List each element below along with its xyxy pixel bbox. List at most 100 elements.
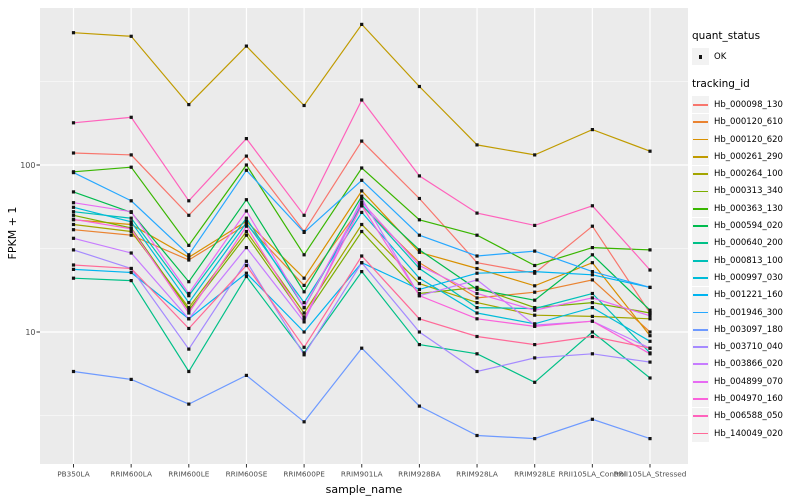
data-point-Hb_000640_200-RRIM928LE [533, 380, 537, 384]
data-point-Hb_000363_130-RRIM901LA [360, 166, 364, 170]
data-point-Hb_001946_300-RRIM600SE [244, 168, 248, 172]
data-point-Hb_000640_200-RRIM600LA [129, 279, 133, 283]
data-point-Hb_000098_130-RRIM928BA [417, 196, 421, 201]
legend-item-Hb_004899_070: Hb_004899_070 [692, 373, 798, 391]
y-axis-title: FPKM + 1 [6, 206, 19, 260]
legend-item-label: Hb_003866_020 [714, 359, 783, 370]
data-point-Hb_001946_300-PB350LA [71, 171, 76, 175]
data-point-Hb_000363_130-RRIM600PE [302, 253, 306, 257]
data-point-Hb_003097_180-RRIM600LE [187, 402, 191, 406]
data-point-Hb_140049_020-RRII105LA_Control [590, 334, 594, 339]
data-point-Hb_000261_290-PB350LA [71, 31, 76, 35]
legend-key-box [692, 96, 709, 114]
legend-key-box [692, 407, 709, 425]
data-point-Hb_000997_030-PB350LA [71, 205, 76, 209]
legend-item-label: Hb_000813_100 [714, 255, 783, 266]
data-point-Hb_006588_050-RRIM600PE [302, 213, 306, 217]
data-point-Hb_000264_100-RRII105LA_Control [590, 314, 594, 318]
data-point-Hb_001221_160-RRIM928LE [533, 270, 537, 274]
data-point-Hb_001946_300-RRIM600LA [129, 199, 133, 203]
data-point-Hb_004899_070-RRIM600PE [302, 306, 306, 310]
data-point-Hb_004899_070-RRII105LA_Stressed [648, 314, 652, 318]
data-point-Hb_000313_340-RRII105LA_Stressed [648, 311, 652, 315]
legend-item-label: Hb_006588_050 [714, 411, 783, 422]
data-point-Hb_000098_130-RRIM901LA [360, 139, 364, 143]
legend-item-Hb_006588_050: Hb_006588_050 [692, 407, 798, 425]
legend-item-Hb_000594_020: Hb_000594_020 [692, 217, 798, 235]
x-tick-label: PB350LA [57, 470, 90, 479]
data-point-Hb_003710_040-RRIM600SE [244, 259, 248, 263]
data-point-Hb_000363_130-RRIM928LA [475, 233, 479, 237]
data-point-Hb_004970_160-RRII105LA_Stressed [648, 352, 652, 356]
legend-line-swatch [693, 225, 708, 227]
data-point-Hb_006588_050-RRIM928BA [417, 174, 421, 178]
data-point-Hb_003710_040-RRIM600LE [187, 347, 191, 351]
data-point-Hb_000640_200-RRIM600LE [187, 369, 191, 374]
legend-line-swatch [693, 155, 708, 158]
legend-item-Hb_000098_130: Hb_000098_130 [692, 96, 798, 114]
data-point-Hb_000120_620-RRII105LA_Stressed [648, 334, 652, 338]
data-point-Hb_000120_610-RRIM600PE [302, 283, 306, 287]
legend-line-swatch [693, 259, 708, 262]
data-point-Hb_000261_290-RRIM901LA [360, 22, 364, 26]
legend: quant_status OK tracking_id Hb_000098_13… [692, 30, 798, 443]
data-point-Hb_003710_040-RRII105LA_Stressed [648, 360, 652, 364]
data-point-Hb_000363_130-RRIM600LA [129, 165, 133, 169]
legend-key-box [692, 252, 709, 270]
x-tick-label: RRIM600LE [168, 470, 210, 479]
data-point-Hb_000640_200-RRII105LA_Control [590, 330, 594, 334]
data-point-Hb_000997_030-RRIM901LA [360, 210, 364, 214]
data-point-Hb_001946_300-RRIM928LE [533, 249, 537, 253]
legend-line-swatch [693, 242, 708, 245]
legend-item-ok: OK [692, 48, 798, 66]
data-point-Hb_000997_030-RRIM928LA [475, 311, 479, 315]
data-point-Hb_000313_340-RRII105LA_Control [590, 301, 594, 305]
data-point-Hb_000313_340-RRIM928BA [417, 291, 421, 296]
legend-line-swatch [693, 207, 708, 210]
legend-item-label: Hb_003097_180 [714, 324, 783, 335]
data-point-Hb_000997_030-RRIM600LE [187, 301, 191, 305]
y-tick-label: 10 [25, 328, 35, 337]
legend-key-box [692, 148, 709, 166]
legend-line-swatch [693, 415, 708, 418]
data-point-Hb_006588_050-PB350LA [71, 121, 76, 125]
data-point-Hb_003097_180-RRIM600PE [302, 420, 306, 424]
data-point-Hb_000261_290-RRII105LA_Stressed [648, 149, 652, 153]
legend-tracking-items: Hb_000098_130 Hb_000120_610 Hb_000120_620 H… [692, 96, 798, 443]
data-point-Hb_006588_050-RRIM600LA [129, 115, 133, 119]
data-point-Hb_000313_340-PB350LA [71, 213, 76, 217]
data-point-Hb_000261_290-RRIM600LE [187, 103, 191, 107]
legend-item-Hb_003710_040: Hb_003710_040 [692, 338, 798, 356]
legend-key-box [692, 48, 709, 66]
legend-line-swatch [693, 294, 708, 297]
data-point-Hb_000264_100-RRIM928LA [475, 301, 479, 305]
data-point-Hb_000313_340-RRIM928LA [475, 285, 479, 289]
data-point-Hb_004970_160-RRIM901LA [360, 204, 364, 208]
data-point-Hb_000120_610-RRIM928BA [417, 261, 421, 265]
data-point-Hb_000098_130-RRIM928LA [475, 261, 479, 265]
data-point-Hb_000098_130-RRII105LA_Control [590, 224, 594, 228]
data-point-Hb_003866_020-RRIM901LA [360, 196, 364, 201]
legend-line-swatch [693, 346, 708, 348]
data-point-Hb_004899_070-RRIM600SE [244, 209, 248, 213]
legend-line-swatch [693, 104, 708, 106]
data-point-Hb_003097_180-RRIM600SE [244, 373, 248, 377]
legend-key-box [692, 286, 709, 304]
data-point-Hb_000120_610-RRII105LA_Stressed [648, 330, 652, 334]
data-point-Hb_000313_340-RRIM901LA [360, 229, 364, 234]
legend-item-Hb_004970_160: Hb_004970_160 [692, 390, 798, 408]
data-point-Hb_003866_020-RRIM600LA [129, 251, 133, 255]
legend-line-swatch [693, 277, 708, 279]
legend-line-swatch [693, 432, 708, 435]
data-point-Hb_000120_620-RRIM600LA [129, 222, 133, 227]
data-point-Hb_003866_020-RRIM600LE [187, 317, 191, 321]
data-point-Hb_003866_020-RRIM928LA [475, 278, 479, 282]
data-point-Hb_006588_050-RRIM928LA [475, 211, 479, 215]
data-point-Hb_000813_100-RRII105LA_Control [590, 291, 594, 296]
data-point-Hb_000640_200-RRIM928BA [417, 343, 421, 347]
legend-line-swatch [693, 173, 708, 176]
legend-spacer [692, 65, 798, 78]
data-point-Hb_004970_160-RRIM928BA [417, 294, 421, 298]
legend-key-box [692, 182, 709, 200]
legend-item-label: Hb_000363_130 [714, 203, 783, 214]
